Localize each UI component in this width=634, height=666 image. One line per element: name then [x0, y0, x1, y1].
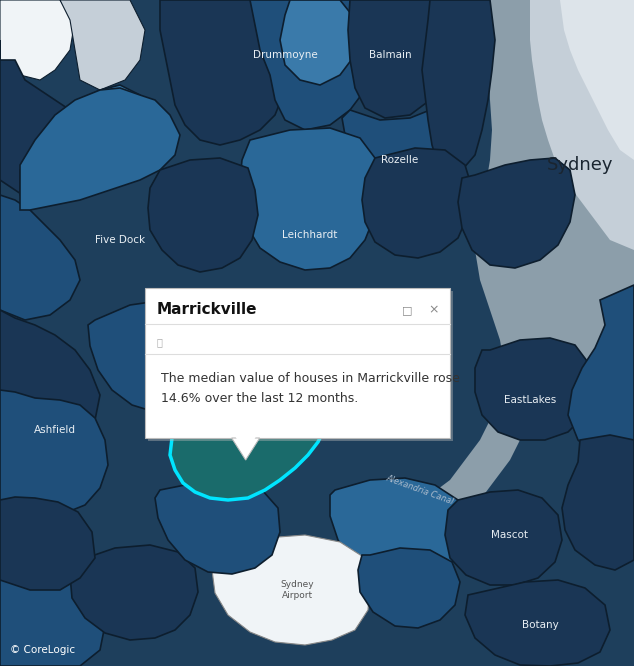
- Polygon shape: [422, 0, 495, 175]
- Polygon shape: [0, 180, 80, 320]
- Polygon shape: [236, 437, 256, 456]
- Text: Botany: Botany: [522, 620, 559, 630]
- Polygon shape: [530, 0, 634, 250]
- Text: Balmain: Balmain: [369, 50, 411, 60]
- FancyBboxPatch shape: [148, 291, 453, 441]
- Polygon shape: [60, 0, 145, 90]
- Text: ×: ×: [428, 304, 439, 316]
- Text: Ashfield: Ashfield: [34, 425, 76, 435]
- Text: EastLakes: EastLakes: [504, 395, 556, 405]
- Polygon shape: [0, 0, 75, 80]
- Polygon shape: [160, 0, 290, 145]
- Polygon shape: [0, 390, 108, 515]
- Polygon shape: [562, 435, 634, 570]
- Polygon shape: [231, 438, 260, 460]
- Polygon shape: [465, 580, 610, 666]
- Text: 🔍: 🔍: [157, 337, 163, 347]
- Text: Alexandria Canal: Alexandria Canal: [385, 474, 455, 506]
- Polygon shape: [170, 370, 328, 500]
- Text: 14.6% over the last 12 months.: 14.6% over the last 12 months.: [161, 392, 358, 406]
- Polygon shape: [475, 338, 592, 440]
- Text: □: □: [402, 305, 413, 315]
- Polygon shape: [458, 158, 575, 268]
- Text: Sydney
Airport: Sydney Airport: [280, 580, 314, 599]
- Polygon shape: [348, 0, 455, 118]
- Text: Sydney: Sydney: [547, 156, 613, 174]
- Polygon shape: [445, 490, 562, 585]
- Polygon shape: [330, 478, 465, 582]
- Polygon shape: [20, 88, 180, 210]
- Polygon shape: [280, 0, 360, 85]
- Polygon shape: [568, 285, 634, 460]
- Polygon shape: [358, 548, 460, 628]
- Polygon shape: [0, 500, 75, 600]
- Text: Leichhardt: Leichhardt: [282, 230, 338, 240]
- Polygon shape: [155, 480, 280, 574]
- Polygon shape: [342, 90, 465, 195]
- Text: Drummoyne: Drummoyne: [252, 50, 318, 60]
- Polygon shape: [148, 158, 258, 272]
- Text: Five Dock: Five Dock: [95, 235, 145, 245]
- Text: Marrickville: Marrickville: [157, 302, 257, 318]
- Polygon shape: [70, 545, 198, 640]
- Polygon shape: [0, 578, 105, 666]
- FancyBboxPatch shape: [145, 288, 450, 438]
- Polygon shape: [212, 535, 370, 645]
- Polygon shape: [415, 0, 634, 535]
- Text: The median value of houses in Marrickville rose: The median value of houses in Marrickvil…: [161, 372, 460, 386]
- Polygon shape: [0, 497, 95, 590]
- Polygon shape: [240, 128, 380, 270]
- Polygon shape: [560, 0, 634, 160]
- Text: Rozelle: Rozelle: [382, 155, 418, 165]
- Text: Mascot: Mascot: [491, 530, 529, 540]
- Polygon shape: [0, 40, 90, 200]
- Text: © CoreLogic: © CoreLogic: [10, 645, 75, 655]
- Polygon shape: [362, 148, 472, 258]
- Polygon shape: [20, 85, 150, 200]
- Polygon shape: [0, 310, 100, 450]
- Polygon shape: [250, 0, 375, 130]
- Polygon shape: [88, 300, 220, 412]
